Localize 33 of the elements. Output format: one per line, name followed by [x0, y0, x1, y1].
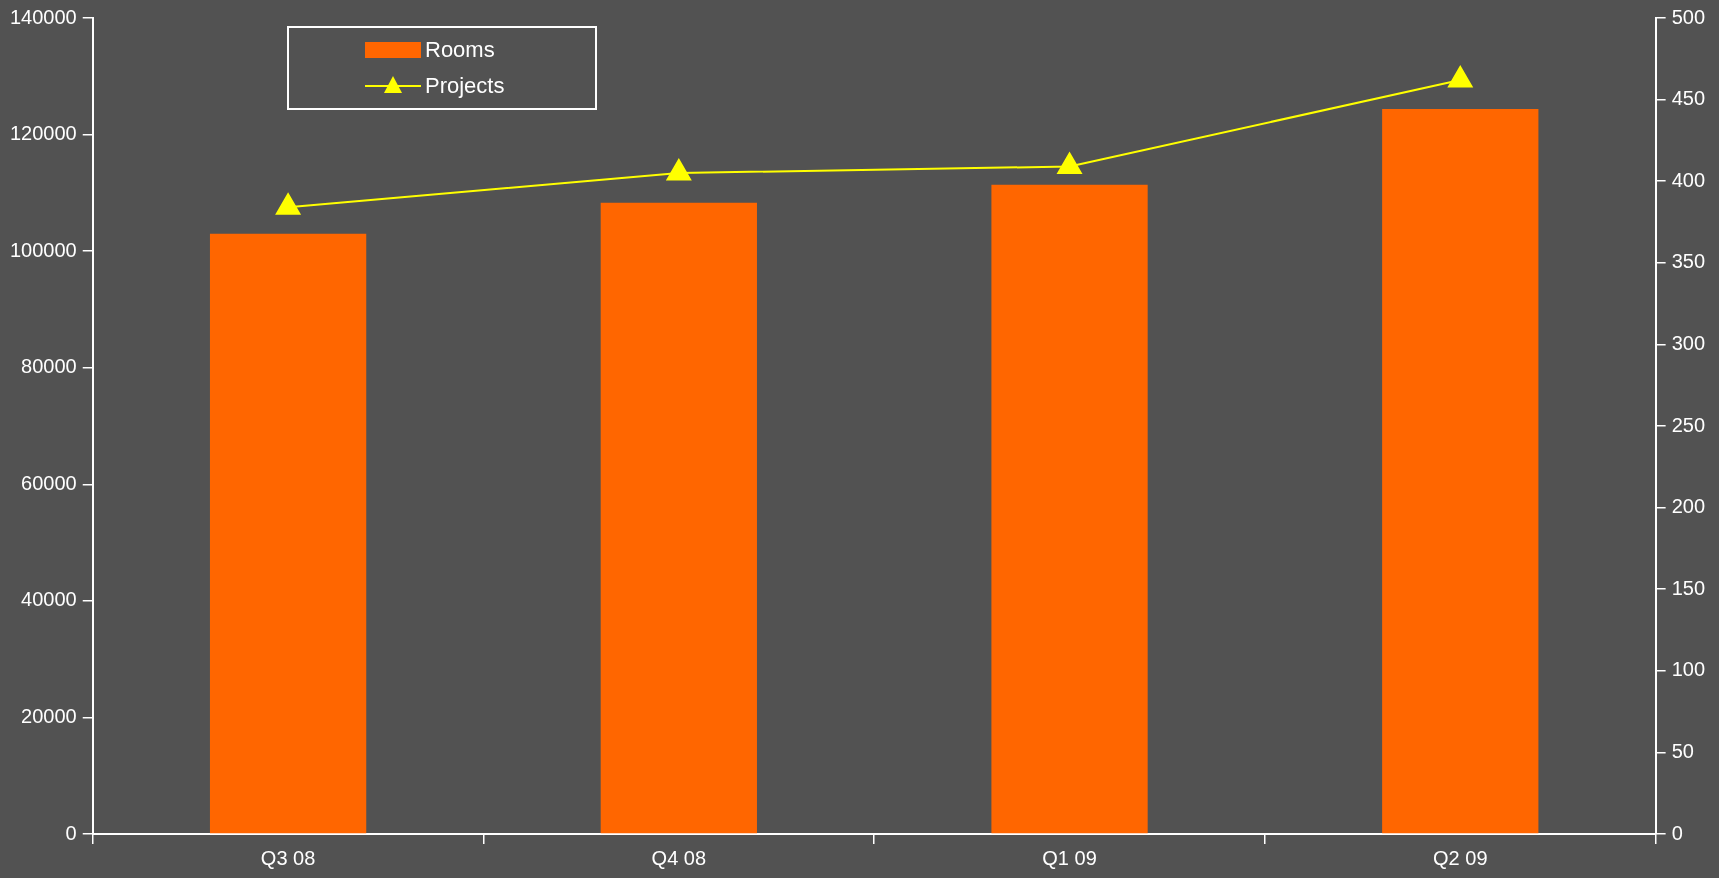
- point: [1448, 66, 1473, 88]
- bar: [600, 202, 757, 834]
- x-tick-label: Q2 09: [1433, 846, 1488, 869]
- y2-tick-label: 0: [1671, 821, 1683, 844]
- y-tick-label: 100000: [9, 238, 77, 261]
- point: [666, 159, 692, 181]
- x-tick-label: Q1 09: [1042, 846, 1097, 869]
- bar: [1382, 108, 1539, 834]
- y-tick-label: 20000: [21, 704, 77, 727]
- y-tick-label: 0: [65, 821, 77, 844]
- y2-tick-label: 500: [1671, 5, 1706, 28]
- y-tick-label: 120000: [9, 122, 77, 145]
- x-tick-label: Q4 08: [651, 846, 707, 869]
- bar: [209, 233, 367, 834]
- x-tick-label: Q3 08: [260, 846, 316, 869]
- y-tick-label: 40000: [21, 588, 77, 611]
- point: [1057, 152, 1082, 175]
- y2-tick-label: 250: [1671, 413, 1706, 436]
- y2-tick-label: 100: [1671, 658, 1706, 681]
- y2-tick-label: 450: [1671, 87, 1706, 110]
- y2-tick-label: 150: [1671, 576, 1706, 599]
- y-tick-label: 60000: [21, 471, 77, 494]
- legend-label: Projects: [425, 73, 505, 99]
- bar: [991, 184, 1148, 834]
- y-tick-label: 80000: [21, 355, 77, 378]
- y-tick-label: 140000: [9, 5, 77, 28]
- y2-tick-label: 300: [1671, 331, 1706, 354]
- y2-tick-label: 350: [1671, 250, 1706, 273]
- y2-tick-label: 50: [1671, 739, 1694, 762]
- y2-tick-label: 400: [1671, 168, 1706, 191]
- y2-tick-label: 200: [1671, 495, 1706, 518]
- point: [275, 193, 301, 215]
- legend-label: Rooms: [425, 37, 495, 63]
